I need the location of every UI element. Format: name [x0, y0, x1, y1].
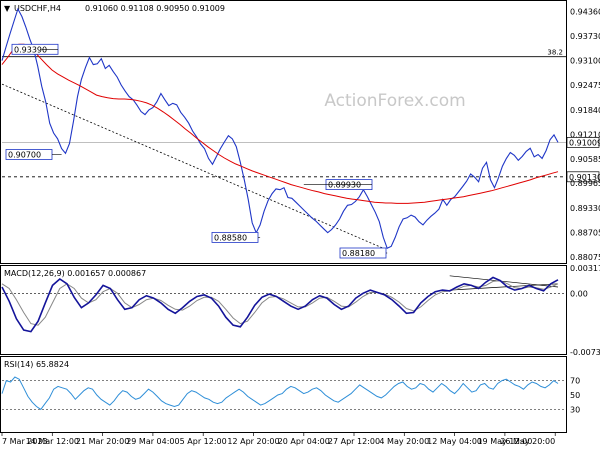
- level-label: 0.88580: [214, 233, 247, 242]
- rsi-tick-label: 70: [570, 377, 580, 386]
- support-value-box: [566, 171, 600, 183]
- price-tick-label: 0.88705: [570, 229, 600, 238]
- trend-line: [1, 83, 384, 249]
- macd-tick-label: -0.007361: [570, 348, 600, 357]
- x-tick-label: 4 May 20:00: [379, 437, 429, 446]
- rsi-tick-label: 50: [570, 391, 580, 400]
- x-tick-label: 7 Mar 2023: [2, 437, 48, 446]
- current-price-box: [566, 137, 600, 148]
- x-tick-label: 27 Apr 12:00: [328, 437, 380, 446]
- collapse-arrow-icon[interactable]: ▼: [4, 4, 11, 13]
- watermark: ActionForex.com: [324, 91, 465, 111]
- price-tick-label: 0.91840: [570, 106, 600, 115]
- price-tick-label: 0.91210: [570, 131, 600, 140]
- level-label: 0.88180: [342, 249, 375, 258]
- price-tick-label: 0.88075: [570, 253, 600, 262]
- x-tick-label: 20 Apr 04:00: [278, 437, 330, 446]
- price-tick-label: 0.93100: [570, 57, 600, 66]
- price-tick-label: 0.89965: [570, 179, 600, 188]
- x-tick-label: 29 Mar 04:00: [126, 437, 179, 446]
- symbol-label: USDCHF,H4: [14, 4, 61, 13]
- current-price-label: 0.91009: [569, 138, 600, 147]
- price-tick-label: 0.93730: [570, 32, 600, 41]
- price-line: [1, 7, 559, 250]
- macd-title: MACD(12,26,9) 0.001657 0.000867: [4, 269, 146, 278]
- price-tick-label: 0.89330: [570, 204, 600, 213]
- macd-line: [1, 276, 559, 333]
- macd-triangle-upper: [449, 275, 559, 288]
- x-tick-label: 26 May 20:00: [500, 437, 555, 446]
- price-panel-frame: [0, 0, 567, 264]
- x-tick-label: 19 May 12:00: [477, 437, 532, 446]
- macd-signal-line: [1, 280, 559, 326]
- rsi-panel-frame: [0, 356, 567, 433]
- x-tick-label: 14 Mar 12:00: [26, 437, 79, 446]
- level-label: 0.90700: [8, 151, 41, 160]
- x-tick-label: 5 Apr 12:00: [180, 437, 227, 446]
- rsi-line: [1, 376, 559, 411]
- macd-panel-frame: [0, 265, 567, 355]
- ema-line: [1, 43, 559, 204]
- level-label: 0.93390: [14, 45, 47, 54]
- rsi-title: RSI(14) 65.8824: [4, 360, 69, 369]
- macd-tick-label: 0.00: [570, 289, 588, 298]
- price-tick-label: 0.90585: [570, 155, 600, 164]
- x-tick-label: 12 May 04:00: [427, 437, 482, 446]
- x-tick-label: 12 Apr 20:00: [227, 437, 279, 446]
- price-tick-label: 0.92475: [570, 81, 600, 90]
- x-tick-label: 21 Mar 20:00: [76, 437, 129, 446]
- macd-tick-label: 0.003178: [570, 264, 600, 273]
- price-tick-label: 0.94360: [570, 7, 600, 16]
- support-value-label: 0.90130: [569, 173, 600, 182]
- fib-label: 38.2: [547, 49, 563, 57]
- level-label: 0.89930: [328, 181, 361, 190]
- rsi-tick-label: 30: [570, 405, 580, 414]
- ohlc-readout: 0.91060 0.91108 0.90950 0.91009: [85, 4, 225, 13]
